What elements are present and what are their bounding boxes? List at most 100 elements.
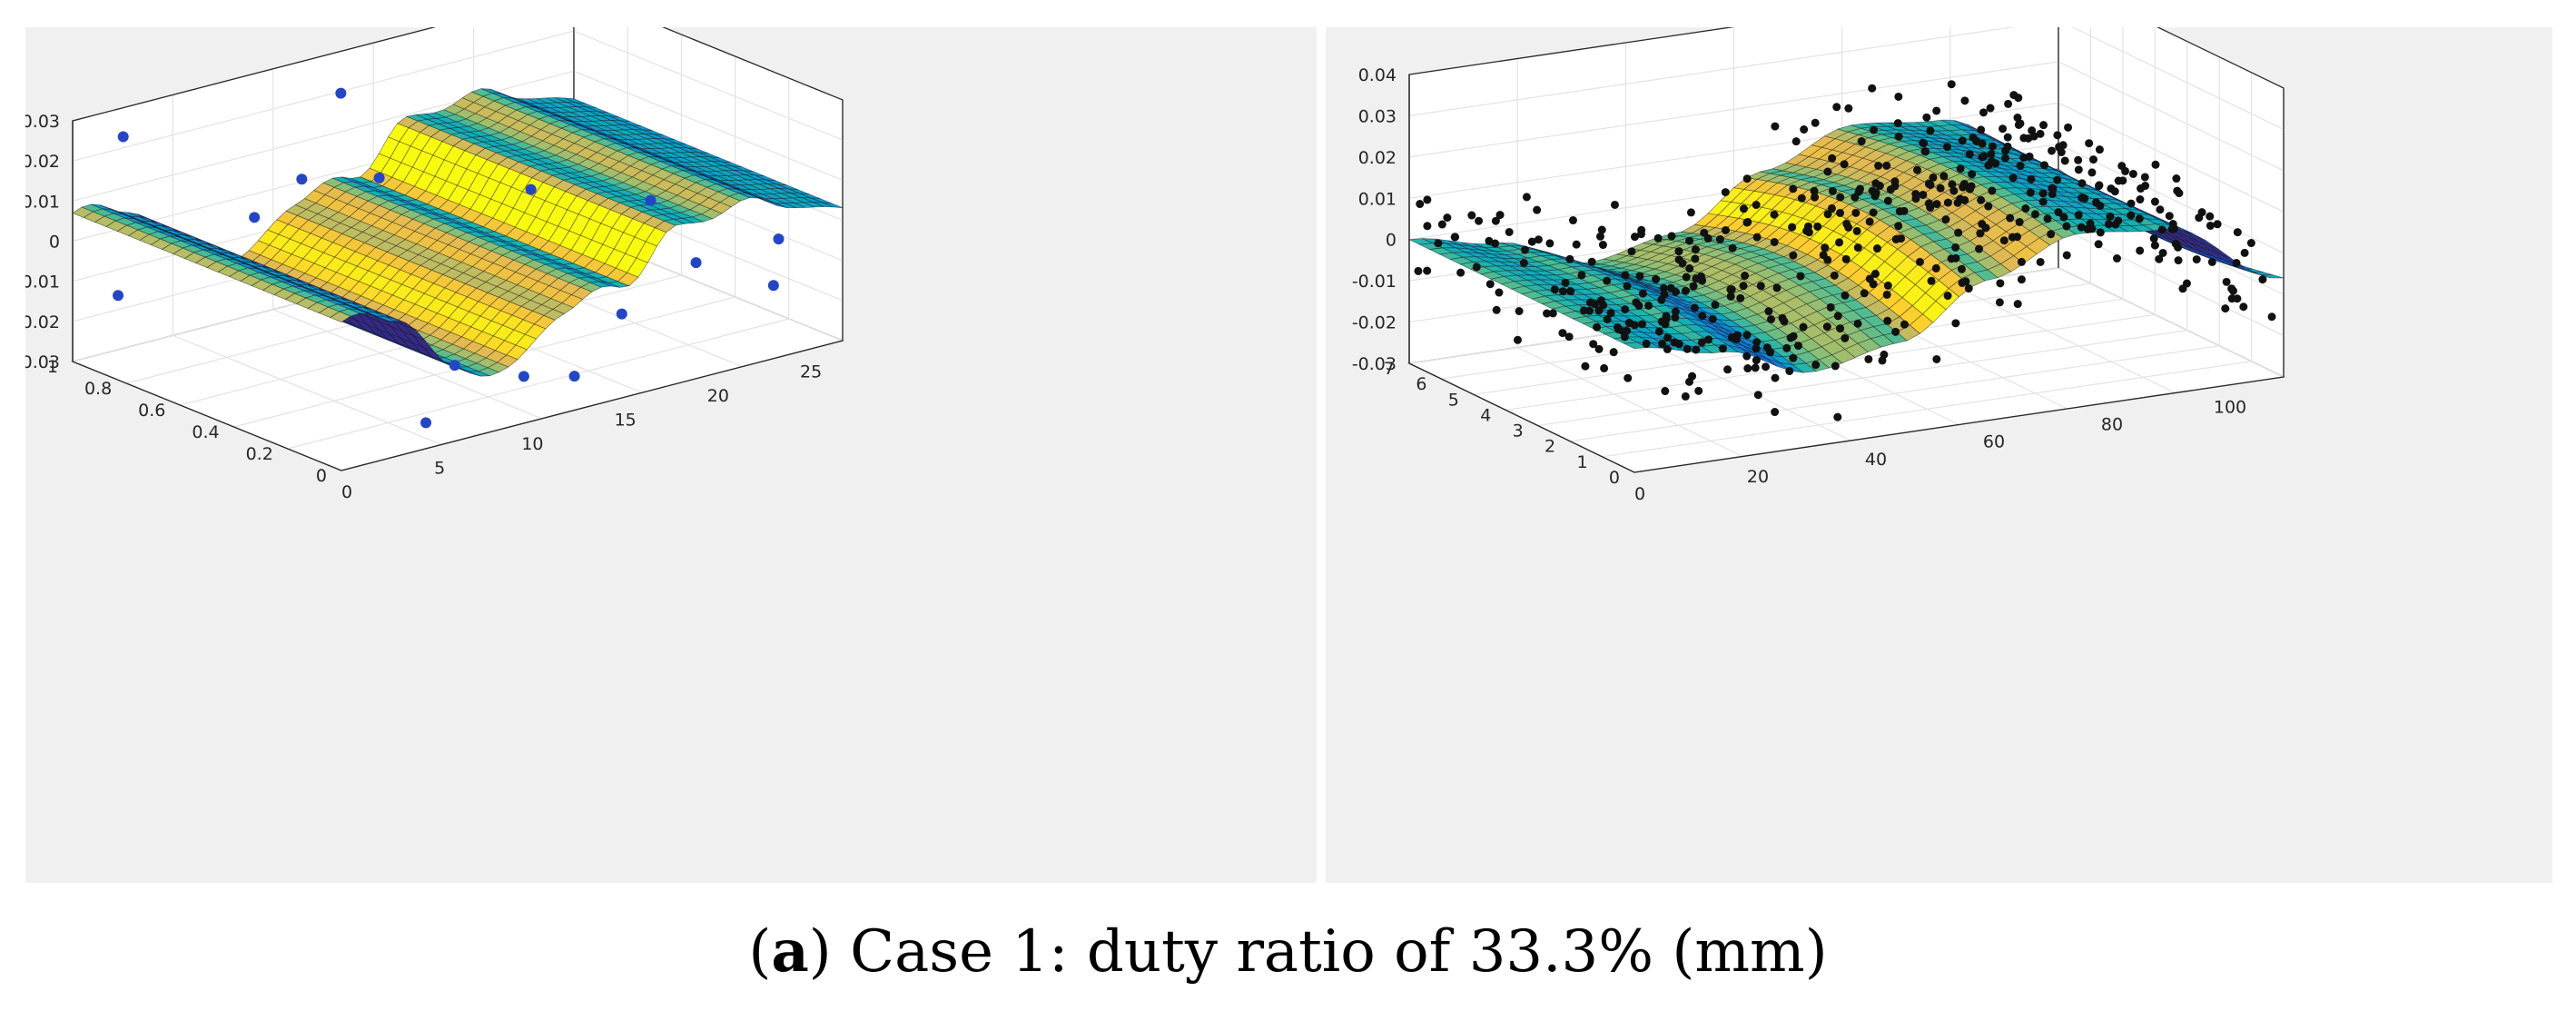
right-data-point bbox=[1967, 182, 1976, 191]
right-data-point bbox=[1851, 193, 1860, 202]
right-data-point bbox=[2104, 220, 2113, 229]
right-data-point bbox=[1949, 186, 1959, 195]
left-xtick-label: 0 bbox=[341, 482, 352, 502]
right-data-point bbox=[1996, 279, 2005, 288]
right-data-point bbox=[1868, 84, 1877, 93]
right-data-point bbox=[1644, 301, 1653, 310]
right-data-point bbox=[1721, 225, 1730, 234]
right-data-point bbox=[1789, 184, 1798, 193]
right-data-point bbox=[1742, 331, 1752, 340]
right-data-point bbox=[2062, 251, 2071, 260]
right-data-point bbox=[1621, 271, 1630, 280]
right-data-point bbox=[2006, 213, 2015, 223]
right-data-point bbox=[1505, 227, 1514, 236]
right-ztick-label: -0.01 bbox=[1352, 272, 1397, 292]
right-data-point bbox=[2267, 312, 2276, 322]
right-data-point bbox=[2043, 214, 2052, 223]
right-data-point bbox=[1685, 236, 1694, 245]
right-data-point bbox=[1844, 104, 1853, 113]
right-data-point bbox=[2140, 173, 2149, 182]
right-data-point bbox=[1947, 80, 1956, 89]
right-data-point bbox=[1796, 272, 1805, 281]
right-data-point bbox=[1893, 119, 1902, 128]
right-data-point bbox=[2233, 294, 2242, 303]
right-data-point bbox=[1836, 324, 1845, 333]
right-data-point bbox=[1684, 377, 1693, 386]
right-data-point bbox=[1995, 298, 2004, 307]
right-ztick-label: 0.01 bbox=[1358, 189, 1397, 209]
right-data-point bbox=[1534, 235, 1543, 244]
right-data-point bbox=[1475, 216, 1484, 225]
left-data-point bbox=[773, 233, 785, 245]
right-data-point bbox=[2168, 221, 2177, 230]
right-surface-plot: 0.04 0.03 0.02 0.01 0 -0.01 -0.02 -0.03 7 6 5 4 3 2 1 0… bbox=[1326, 27, 2552, 883]
right-data-point bbox=[1434, 239, 1443, 248]
right-data-point bbox=[1756, 282, 1765, 291]
right-data-point bbox=[2151, 160, 2160, 169]
right-data-point bbox=[1870, 269, 1880, 278]
right-data-point bbox=[1860, 289, 1869, 298]
right-ytick-label: 3 bbox=[1513, 421, 1524, 441]
right-data-point bbox=[1519, 258, 1528, 267]
right-edge bbox=[2157, 27, 2285, 377]
right-data-point bbox=[2088, 155, 2097, 164]
right-data-point bbox=[1880, 350, 1889, 359]
right-data-point bbox=[1752, 344, 1761, 353]
right-data-point bbox=[1791, 137, 1801, 146]
right-data-point bbox=[1721, 188, 1730, 197]
right-data-point bbox=[1700, 228, 1709, 237]
right-data-point bbox=[1828, 186, 1837, 195]
right-data-point bbox=[1828, 154, 1837, 163]
right-data-point bbox=[1548, 309, 1557, 318]
left-ztick-label: 0.02 bbox=[25, 152, 60, 172]
right-ytick-label: 6 bbox=[1416, 374, 1426, 394]
right-data-point bbox=[1926, 126, 1935, 135]
left-ztick-label: -0.03 bbox=[25, 352, 60, 372]
right-data-point bbox=[1577, 271, 1586, 280]
right-data-point bbox=[1495, 288, 1504, 297]
right-data-point bbox=[1832, 103, 1841, 112]
right-data-point bbox=[1853, 243, 1862, 253]
right-data-point bbox=[1929, 173, 1938, 182]
left-data-point bbox=[420, 417, 432, 429]
right-data-point bbox=[1882, 161, 1891, 170]
right-data-point bbox=[1772, 283, 1781, 292]
right-data-point bbox=[2173, 186, 2182, 195]
right-data-point bbox=[1964, 284, 1973, 293]
right-data-point bbox=[2025, 152, 2034, 161]
right-data-point bbox=[1821, 243, 1830, 253]
right-data-point bbox=[2135, 214, 2144, 223]
right-xaxis-line bbox=[1633, 376, 2285, 473]
right-data-point bbox=[1965, 150, 1974, 159]
right-yaxis-line bbox=[1408, 362, 1635, 473]
right-ztick-label: 0.02 bbox=[1358, 148, 1397, 168]
right-data-point bbox=[2004, 99, 2013, 108]
right-data-point bbox=[2206, 221, 2215, 230]
right-data-point bbox=[1667, 232, 1676, 241]
right-data-point bbox=[2228, 286, 2237, 295]
right-ytick-label: 0 bbox=[1609, 468, 1620, 488]
right-data-point bbox=[2086, 219, 2095, 228]
right-data-point bbox=[2077, 223, 2086, 232]
right-data-point bbox=[1752, 356, 1761, 365]
right-data-point bbox=[1594, 344, 1604, 353]
right-ygrid bbox=[1570, 56, 2220, 442]
right-data-point bbox=[1627, 247, 1636, 256]
right-data-point bbox=[1741, 272, 1750, 281]
right-data-point bbox=[2172, 174, 2181, 183]
right-data-point bbox=[1742, 174, 1752, 183]
right-data-point bbox=[1636, 230, 1645, 239]
right-data-point bbox=[1663, 333, 1673, 342]
right-xtick-label: 40 bbox=[1865, 450, 1887, 470]
right-data-point bbox=[1630, 233, 1639, 242]
right-data-point bbox=[2036, 129, 2045, 138]
right-data-point bbox=[1589, 340, 1598, 349]
right-data-point bbox=[1835, 238, 1844, 247]
right-data-point bbox=[1593, 322, 1602, 332]
right-tick-labels: 0.040.030.020.010-0.01-0.02-0.0376543210… bbox=[1352, 65, 2246, 504]
right-data-point bbox=[1766, 314, 1775, 323]
right-data-point bbox=[1771, 373, 1780, 382]
right-data-point bbox=[1732, 331, 1742, 340]
right-data-point bbox=[1566, 287, 1575, 296]
right-data-point bbox=[1977, 125, 1986, 134]
